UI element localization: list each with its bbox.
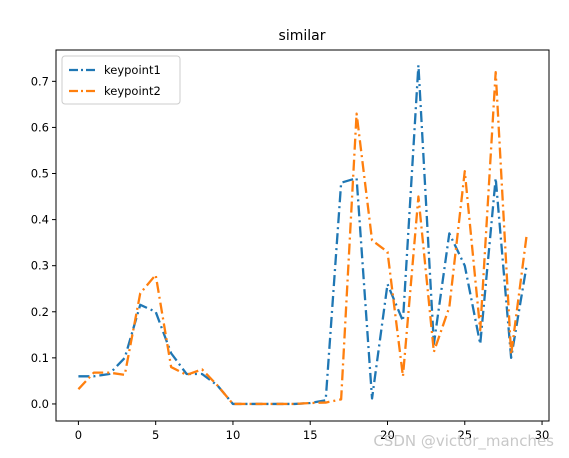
chart-title: similar [279,28,326,44]
legend-label-keypoint1: keypoint1 [104,63,161,77]
y-tick-label: 0.2 [31,305,49,319]
x-tick-label: 5 [152,428,159,442]
x-tick-label: 20 [380,428,395,442]
y-tick-label: 0.6 [31,120,49,134]
plot-frame [55,49,550,422]
y-tick-label: 0.5 [31,167,49,181]
y-axis: 0.0 0.1 0.2 0.3 0.4 0.5 0.6 0.7 [31,74,56,411]
x-tick-label: 30 [535,428,550,442]
x-tick-label: 25 [457,428,472,442]
legend-label-keypoint2: keypoint2 [104,84,161,98]
x-axis: 0 5 10 15 20 25 30 [75,421,550,442]
watermark: CSDN @victor_manches [373,432,554,451]
y-tick-label: 0.7 [31,74,49,88]
y-tick-label: 0.4 [31,213,49,227]
series-line-keypoint2 [77,70,528,406]
y-tick-label: 0.1 [31,351,49,365]
x-tick-label: 15 [303,428,318,442]
legend: keypoint1 keypoint2 [61,55,181,105]
x-tick-label: 10 [226,428,241,442]
y-tick-label: 0.3 [31,259,49,273]
x-tick-label: 0 [75,428,82,442]
series-lines [77,64,528,406]
y-tick-label: 0.0 [31,397,49,411]
